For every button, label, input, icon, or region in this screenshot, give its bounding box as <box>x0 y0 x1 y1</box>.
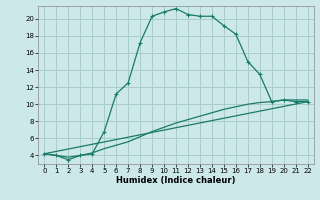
X-axis label: Humidex (Indice chaleur): Humidex (Indice chaleur) <box>116 176 236 185</box>
